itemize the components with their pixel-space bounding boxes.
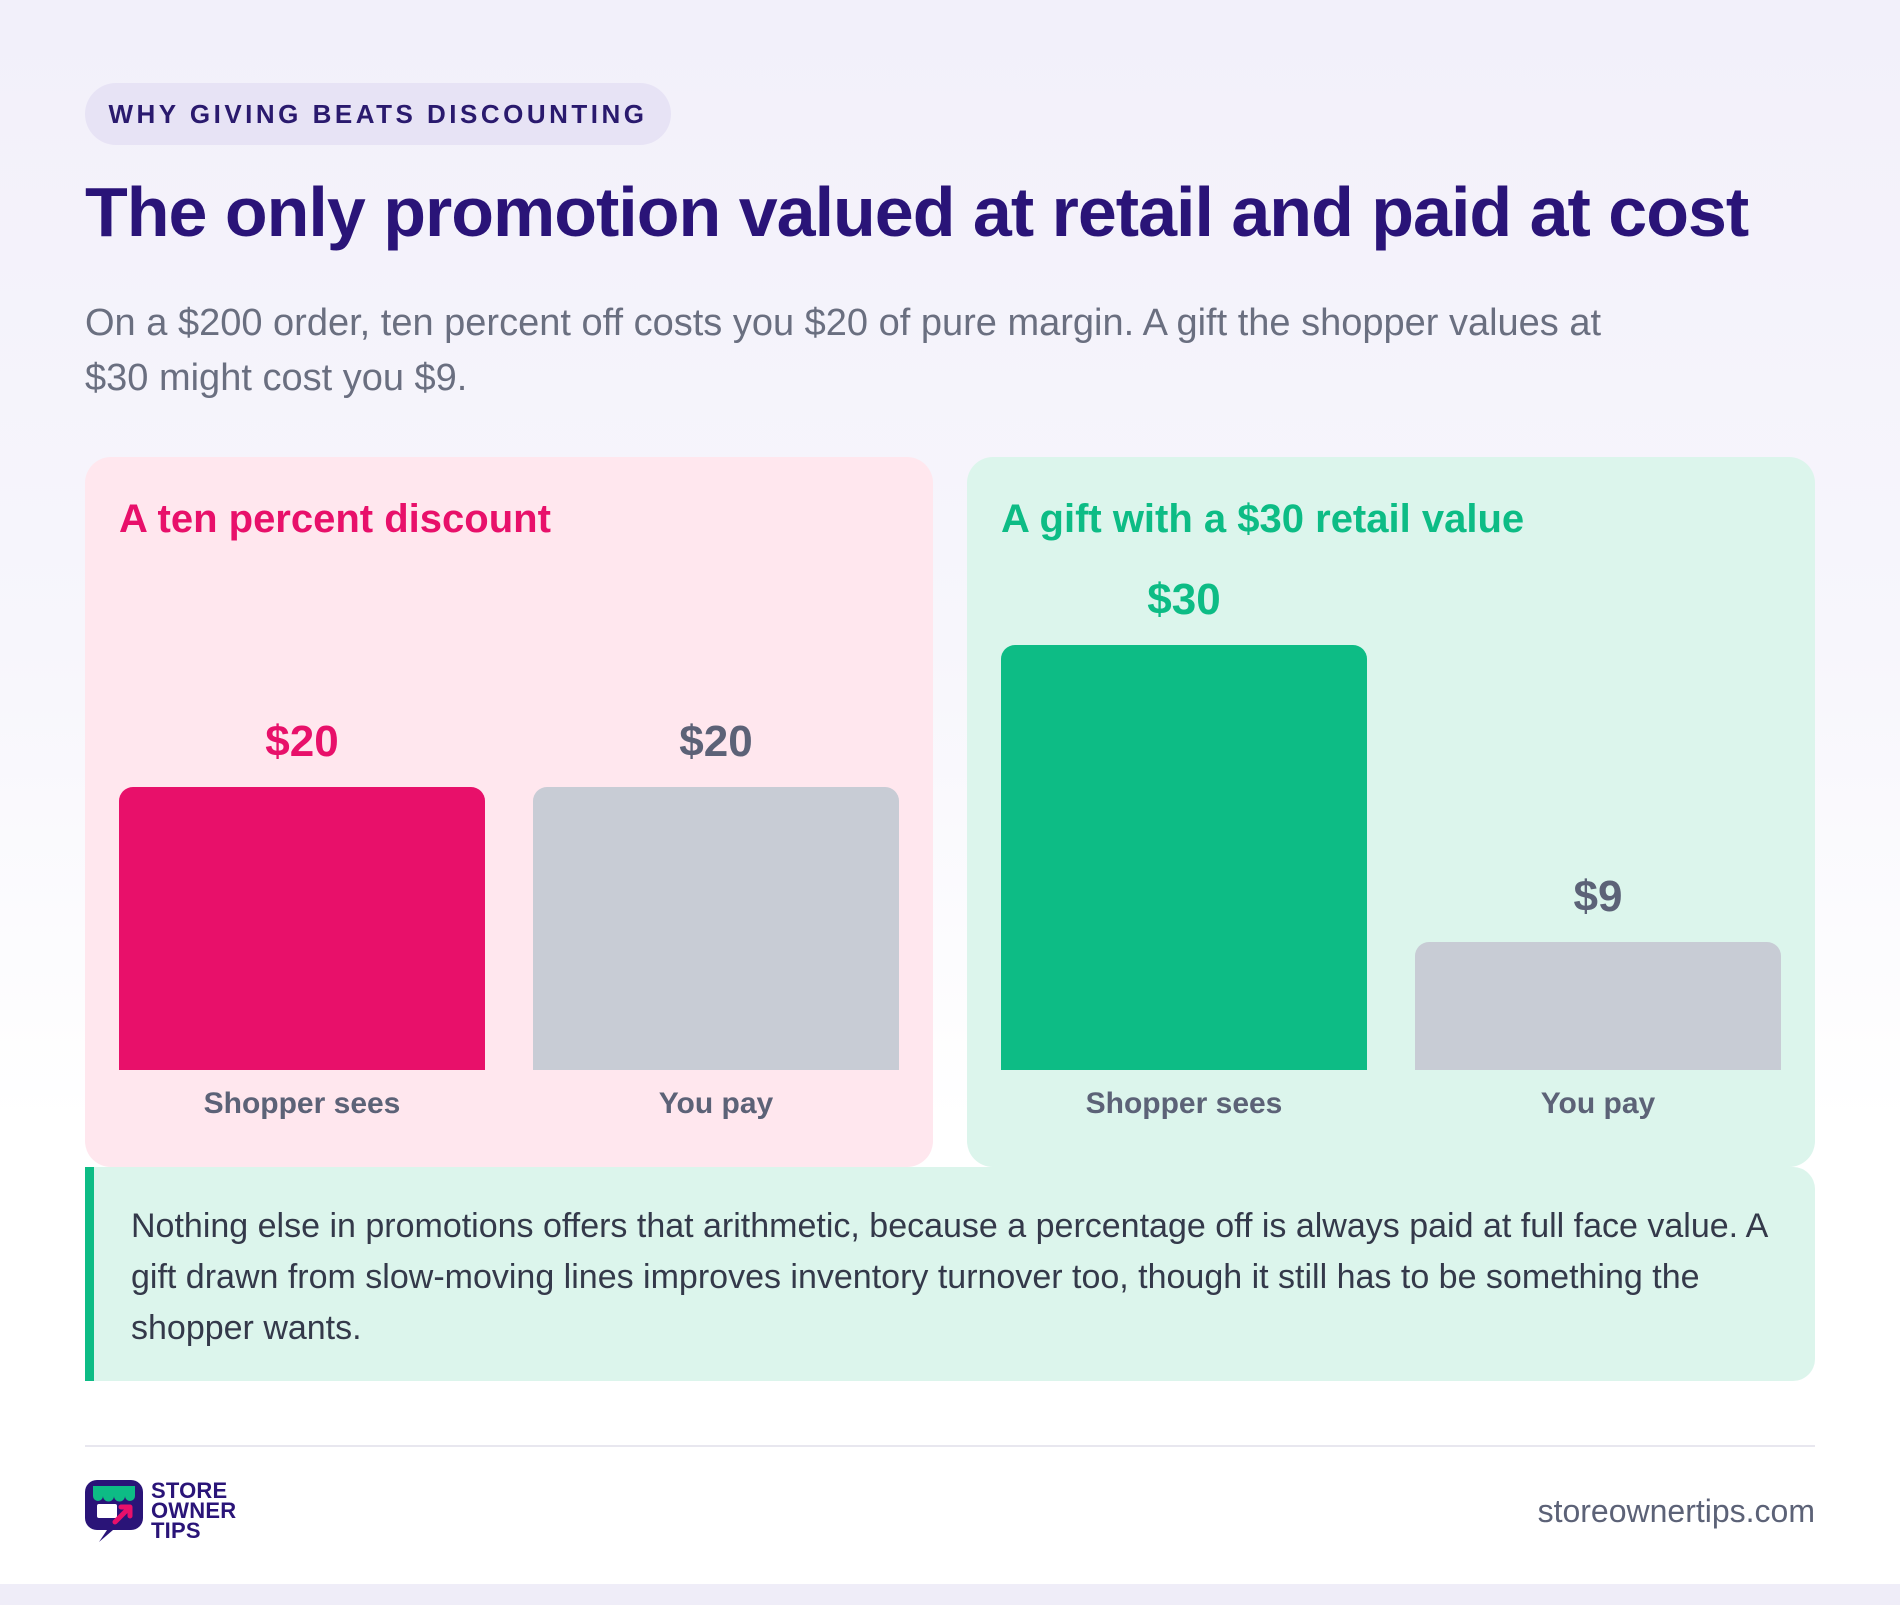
storefront-logo-icon — [85, 1480, 143, 1542]
discount-category-label-you-pay: You pay — [658, 1087, 774, 1120]
gift-bar-you-pay — [1415, 942, 1781, 1070]
discount-value-label-you-pay: $20 — [679, 717, 753, 766]
eyebrow-badge: WHY GIVING BEATS DISCOUNTING — [85, 83, 671, 145]
subtitle: On a $200 order, ten percent off costs y… — [85, 302, 1602, 399]
discount-value-label-shopper-sees: $20 — [265, 717, 339, 766]
logo-line: TIPS — [151, 1518, 201, 1543]
gift-category-label-shopper-sees: Shopper sees — [1085, 1087, 1283, 1120]
callout-note: Nothing else in promotions offers that a… — [85, 1167, 1815, 1381]
gift-bar-shopper-sees — [1001, 645, 1367, 1070]
gift-category-label-you-pay: You pay — [1540, 1087, 1656, 1120]
logo-wordmark: STORE OWNER TIPS — [151, 1478, 237, 1543]
discount-chart-panel: A ten percent discount $20 Shopper sees $2… — [85, 457, 933, 1167]
website-url[interactable]: storeownertips.com — [1537, 1493, 1815, 1529]
logo-line: OWNER — [151, 1498, 237, 1523]
discount-category-label-shopper-sees: Shopper sees — [203, 1087, 401, 1120]
gift-chart-title: A gift with a $30 retail value — [1001, 497, 1525, 541]
discount-chart-title: A ten percent discount — [119, 497, 551, 541]
bottom-strip — [0, 1584, 1900, 1605]
page-title: The only promotion valued at retail and … — [85, 173, 1749, 251]
gift-value-label-you-pay: $9 — [1573, 872, 1623, 921]
discount-bar-you-pay — [533, 787, 899, 1070]
footer-divider — [85, 1445, 1815, 1447]
store-owner-tips-logo: STORE OWNER TIPS — [85, 1478, 236, 1544]
discount-bar-shopper-sees — [119, 787, 485, 1070]
gift-value-label-shopper-sees: $30 — [1147, 575, 1221, 624]
logo-line: STORE — [151, 1478, 228, 1503]
gift-chart-panel: A gift with a $30 retail value $30 Shoppe… — [967, 457, 1815, 1167]
